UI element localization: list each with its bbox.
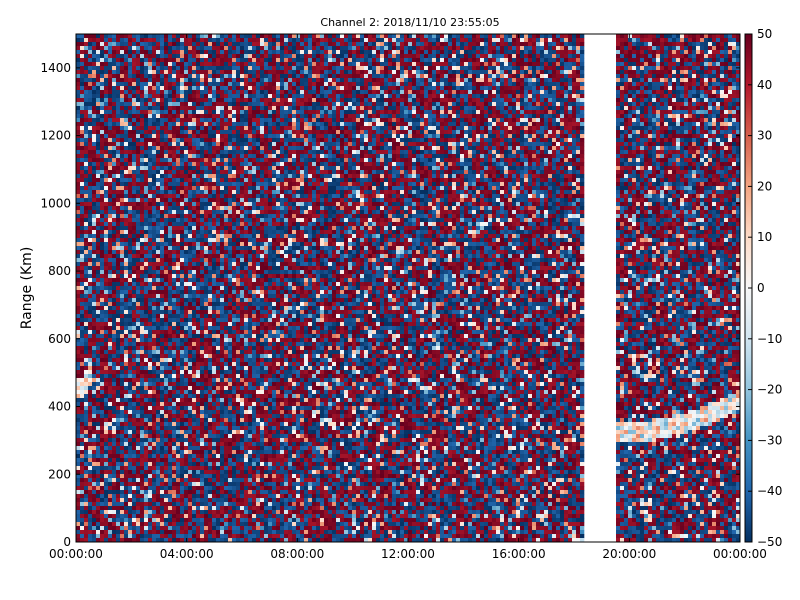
y-tick-label: 400 (48, 400, 71, 414)
plot-frame (75, 33, 741, 543)
x-tick-label: 12:00:00 (381, 547, 435, 561)
colorbar-tick-label: −20 (757, 383, 782, 397)
colorbar-tick-label: 0 (757, 281, 765, 295)
colorbar-tick-label: −30 (757, 433, 782, 447)
x-tick-label: 20:00:00 (602, 547, 656, 561)
colorbar-tick-label: 10 (757, 230, 772, 244)
y-tick-label: 800 (48, 264, 71, 278)
chart-title: Channel 2: 2018/11/10 23:55:05 (320, 16, 499, 29)
colorbar-tick-label: −50 (757, 535, 782, 549)
x-tick-label: 08:00:00 (270, 547, 324, 561)
heatmap-plot-area (76, 34, 741, 543)
colorbar-tick-label: 30 (757, 129, 772, 143)
colorbar-tick-label: −40 (757, 484, 782, 498)
y-tick-label: 1400 (40, 61, 71, 75)
y-tick-label: 200 (48, 467, 71, 481)
x-tick-label: 04:00:00 (160, 547, 214, 561)
x-tick-label: 00:00:00 (713, 547, 767, 561)
x-axis-ticks: 00:00:00 04:00:00 08:00:00 12:00:00 16:00:00… (49, 34, 767, 561)
colorbar-tick-label: 50 (757, 27, 772, 41)
y-axis-ticks: 0 200 400 600 800 1000 1200 1400 (40, 61, 740, 549)
colorbar-tick-label: 40 (757, 78, 772, 92)
y-tick-label: 600 (48, 332, 71, 346)
y-tick-label: 1200 (40, 129, 71, 143)
colorbar-tick-label: 20 (757, 179, 772, 193)
x-tick-label: 00:00:00 (49, 547, 103, 561)
y-axis-label: Range (Km) (19, 247, 35, 330)
y-tick-label: 1000 (40, 196, 71, 210)
heatmap-cells (76, 34, 741, 543)
x-tick-label: 16:00:00 (492, 547, 546, 561)
colorbar-tick-label: −10 (757, 332, 782, 346)
y-tick-label: 0 (63, 535, 71, 549)
colorbar-ticks: 50 40 30 20 10 0 −10 −20 −30 −40 −50 (748, 27, 782, 549)
